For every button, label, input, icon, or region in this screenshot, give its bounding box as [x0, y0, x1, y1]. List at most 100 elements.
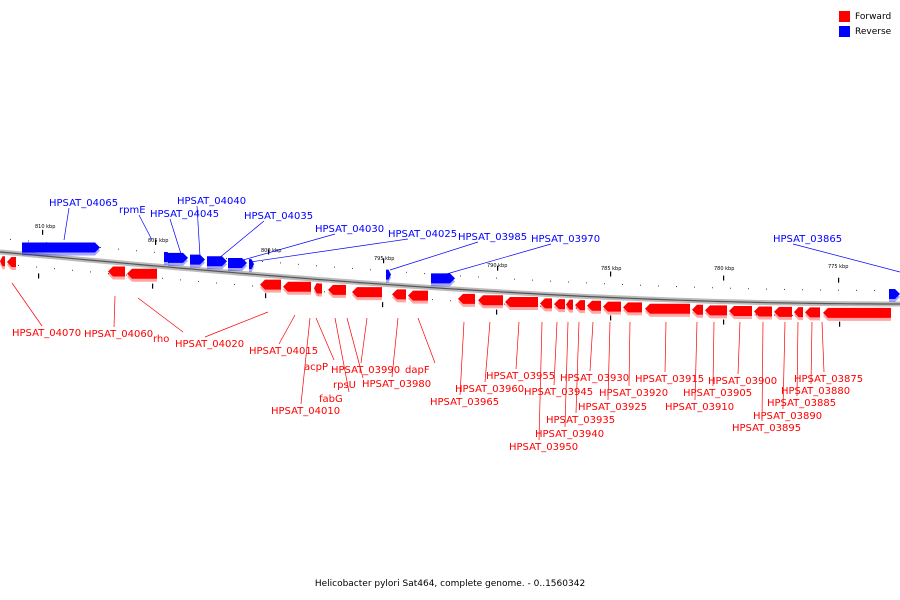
minor-tick-bottom: [504, 303, 505, 305]
minor-tick-bottom: [540, 305, 541, 307]
forward-gene-label: HPSAT_03925: [578, 402, 647, 413]
minor-tick-top: [154, 251, 155, 253]
forward-leader-line: [564, 321, 569, 428]
reverse-gene-label: HPSAT_04065: [49, 198, 118, 209]
forward-gene-label: HPSAT_04015: [249, 346, 318, 357]
forward-leader-line: [589, 321, 594, 372]
minor-tick-bottom: [72, 269, 73, 271]
minor-tick-top: [748, 288, 749, 290]
minor-tick-top: [604, 283, 605, 285]
minor-tick-bottom: [324, 291, 325, 293]
minor-tick-top: [694, 286, 695, 288]
minor-tick-top: [262, 260, 263, 262]
scale-label: 790 kbp: [487, 263, 507, 269]
minor-tick-top: [460, 275, 461, 277]
forward-leader-line: [575, 321, 580, 414]
forward-gene-arrow: [0, 256, 5, 267]
scale-label: 795 kbp: [374, 256, 394, 262]
forward-gene-arrow: [623, 302, 642, 313]
reverse-gene-arrow: [168, 252, 188, 263]
scale-label: 780 kbp: [714, 266, 734, 272]
forward-gene-arrow: [458, 293, 475, 304]
forward-leader-line: [315, 317, 335, 361]
minor-tick-bottom: [108, 273, 109, 275]
reverse-gene-arrow: [386, 269, 391, 280]
forward-leader-line: [300, 317, 311, 405]
minor-tick-bottom: [216, 282, 217, 284]
forward-leader-line: [334, 317, 350, 393]
backbone-line: [0, 251, 900, 305]
scale-label: 810 kbp: [35, 224, 55, 230]
minor-tick-top: [766, 288, 767, 290]
forward-gene-label: HPSAT_03900: [708, 376, 777, 387]
forward-leader-line: [391, 317, 399, 378]
forward-gene-label: rho: [153, 334, 169, 345]
forward-leader-line: [712, 321, 715, 387]
forward-gene-arrow: [603, 301, 621, 312]
forward-leader-line: [761, 321, 764, 422]
minor-tick-top: [640, 284, 641, 286]
forward-leader-line: [11, 282, 43, 327]
minor-tick-top: [496, 277, 497, 279]
scale-label: 785 kbp: [601, 266, 621, 272]
forward-leader-line: [484, 321, 491, 383]
minor-tick-top: [856, 289, 857, 291]
forward-leader-line: [459, 321, 465, 396]
legend-label-forward: Forward: [855, 11, 892, 22]
minor-tick-bottom: [18, 264, 19, 266]
major-tick-top: [268, 249, 270, 255]
minor-tick-top: [532, 279, 533, 281]
reverse-gene-label: HPSAT_04030: [315, 224, 384, 235]
minor-tick-bottom: [792, 314, 793, 316]
legend-item-forward: Forward: [839, 9, 891, 24]
minor-tick-top: [568, 281, 569, 283]
forward-gene-arrow: [392, 289, 406, 300]
reverse-gene-label: HPSAT_04035: [244, 211, 313, 222]
minor-tick-top: [514, 278, 515, 280]
forward-gene-label: HPSAT_03885: [767, 398, 836, 409]
forward-leader-line: [113, 295, 116, 328]
minor-tick-bottom: [90, 271, 91, 273]
forward-gene-label: HPSAT_03960: [455, 384, 524, 395]
minor-tick-bottom: [54, 268, 55, 270]
minor-tick-top: [712, 287, 713, 289]
forward-gene-arrow: [754, 306, 772, 317]
minor-tick-top: [334, 266, 335, 268]
forward-leader-line: [360, 317, 368, 364]
forward-leader-line: [278, 314, 296, 345]
forward-gene-label: HPSAT_03950: [509, 442, 578, 453]
forward-gene-arrow: [352, 287, 382, 298]
scale-label: 805 kbp: [148, 238, 168, 244]
legend: Forward Reverse: [839, 9, 891, 39]
reverse-gene-label: HPSAT_03865: [773, 234, 842, 245]
forward-gene-label: HPSAT_03940: [535, 429, 604, 440]
forward-leader-line: [694, 321, 698, 401]
minor-tick-top: [370, 269, 371, 271]
minor-tick-top: [280, 262, 281, 264]
minor-tick-top: [622, 283, 623, 285]
forward-gene-label: HPSAT_03920: [599, 388, 668, 399]
minor-tick-top: [478, 276, 479, 278]
forward-gene-label: HPSAT_04010: [271, 406, 340, 417]
forward-gene-arrow: [316, 283, 322, 294]
major-tick-bottom: [382, 302, 384, 308]
forward-gene-label: HPSAT_03930: [560, 373, 629, 384]
minor-tick-top: [406, 271, 407, 273]
reverse-gene-arrow: [190, 254, 205, 265]
reverse-gene-label: HPSAT_04045: [150, 209, 219, 220]
forward-gene-label: HPSAT_03945: [524, 387, 593, 398]
forward-leader-line: [417, 317, 436, 364]
forward-gene-label: HPSAT_03990: [331, 365, 400, 376]
reverse-leader-line: [389, 241, 479, 271]
minor-tick-bottom: [432, 299, 433, 301]
reverse-leader-line: [235, 233, 336, 263]
minor-tick-top: [874, 289, 875, 291]
minor-tick-top: [10, 238, 11, 240]
forward-gene-label: HPSAT_04020: [175, 339, 244, 350]
minor-tick-bottom: [126, 274, 127, 276]
minor-tick-top: [820, 289, 821, 291]
forward-leader-line: [553, 321, 558, 386]
reverse-gene-arrow: [22, 242, 100, 253]
minor-tick-top: [316, 265, 317, 267]
reverse-gene-arrow: [889, 288, 900, 299]
